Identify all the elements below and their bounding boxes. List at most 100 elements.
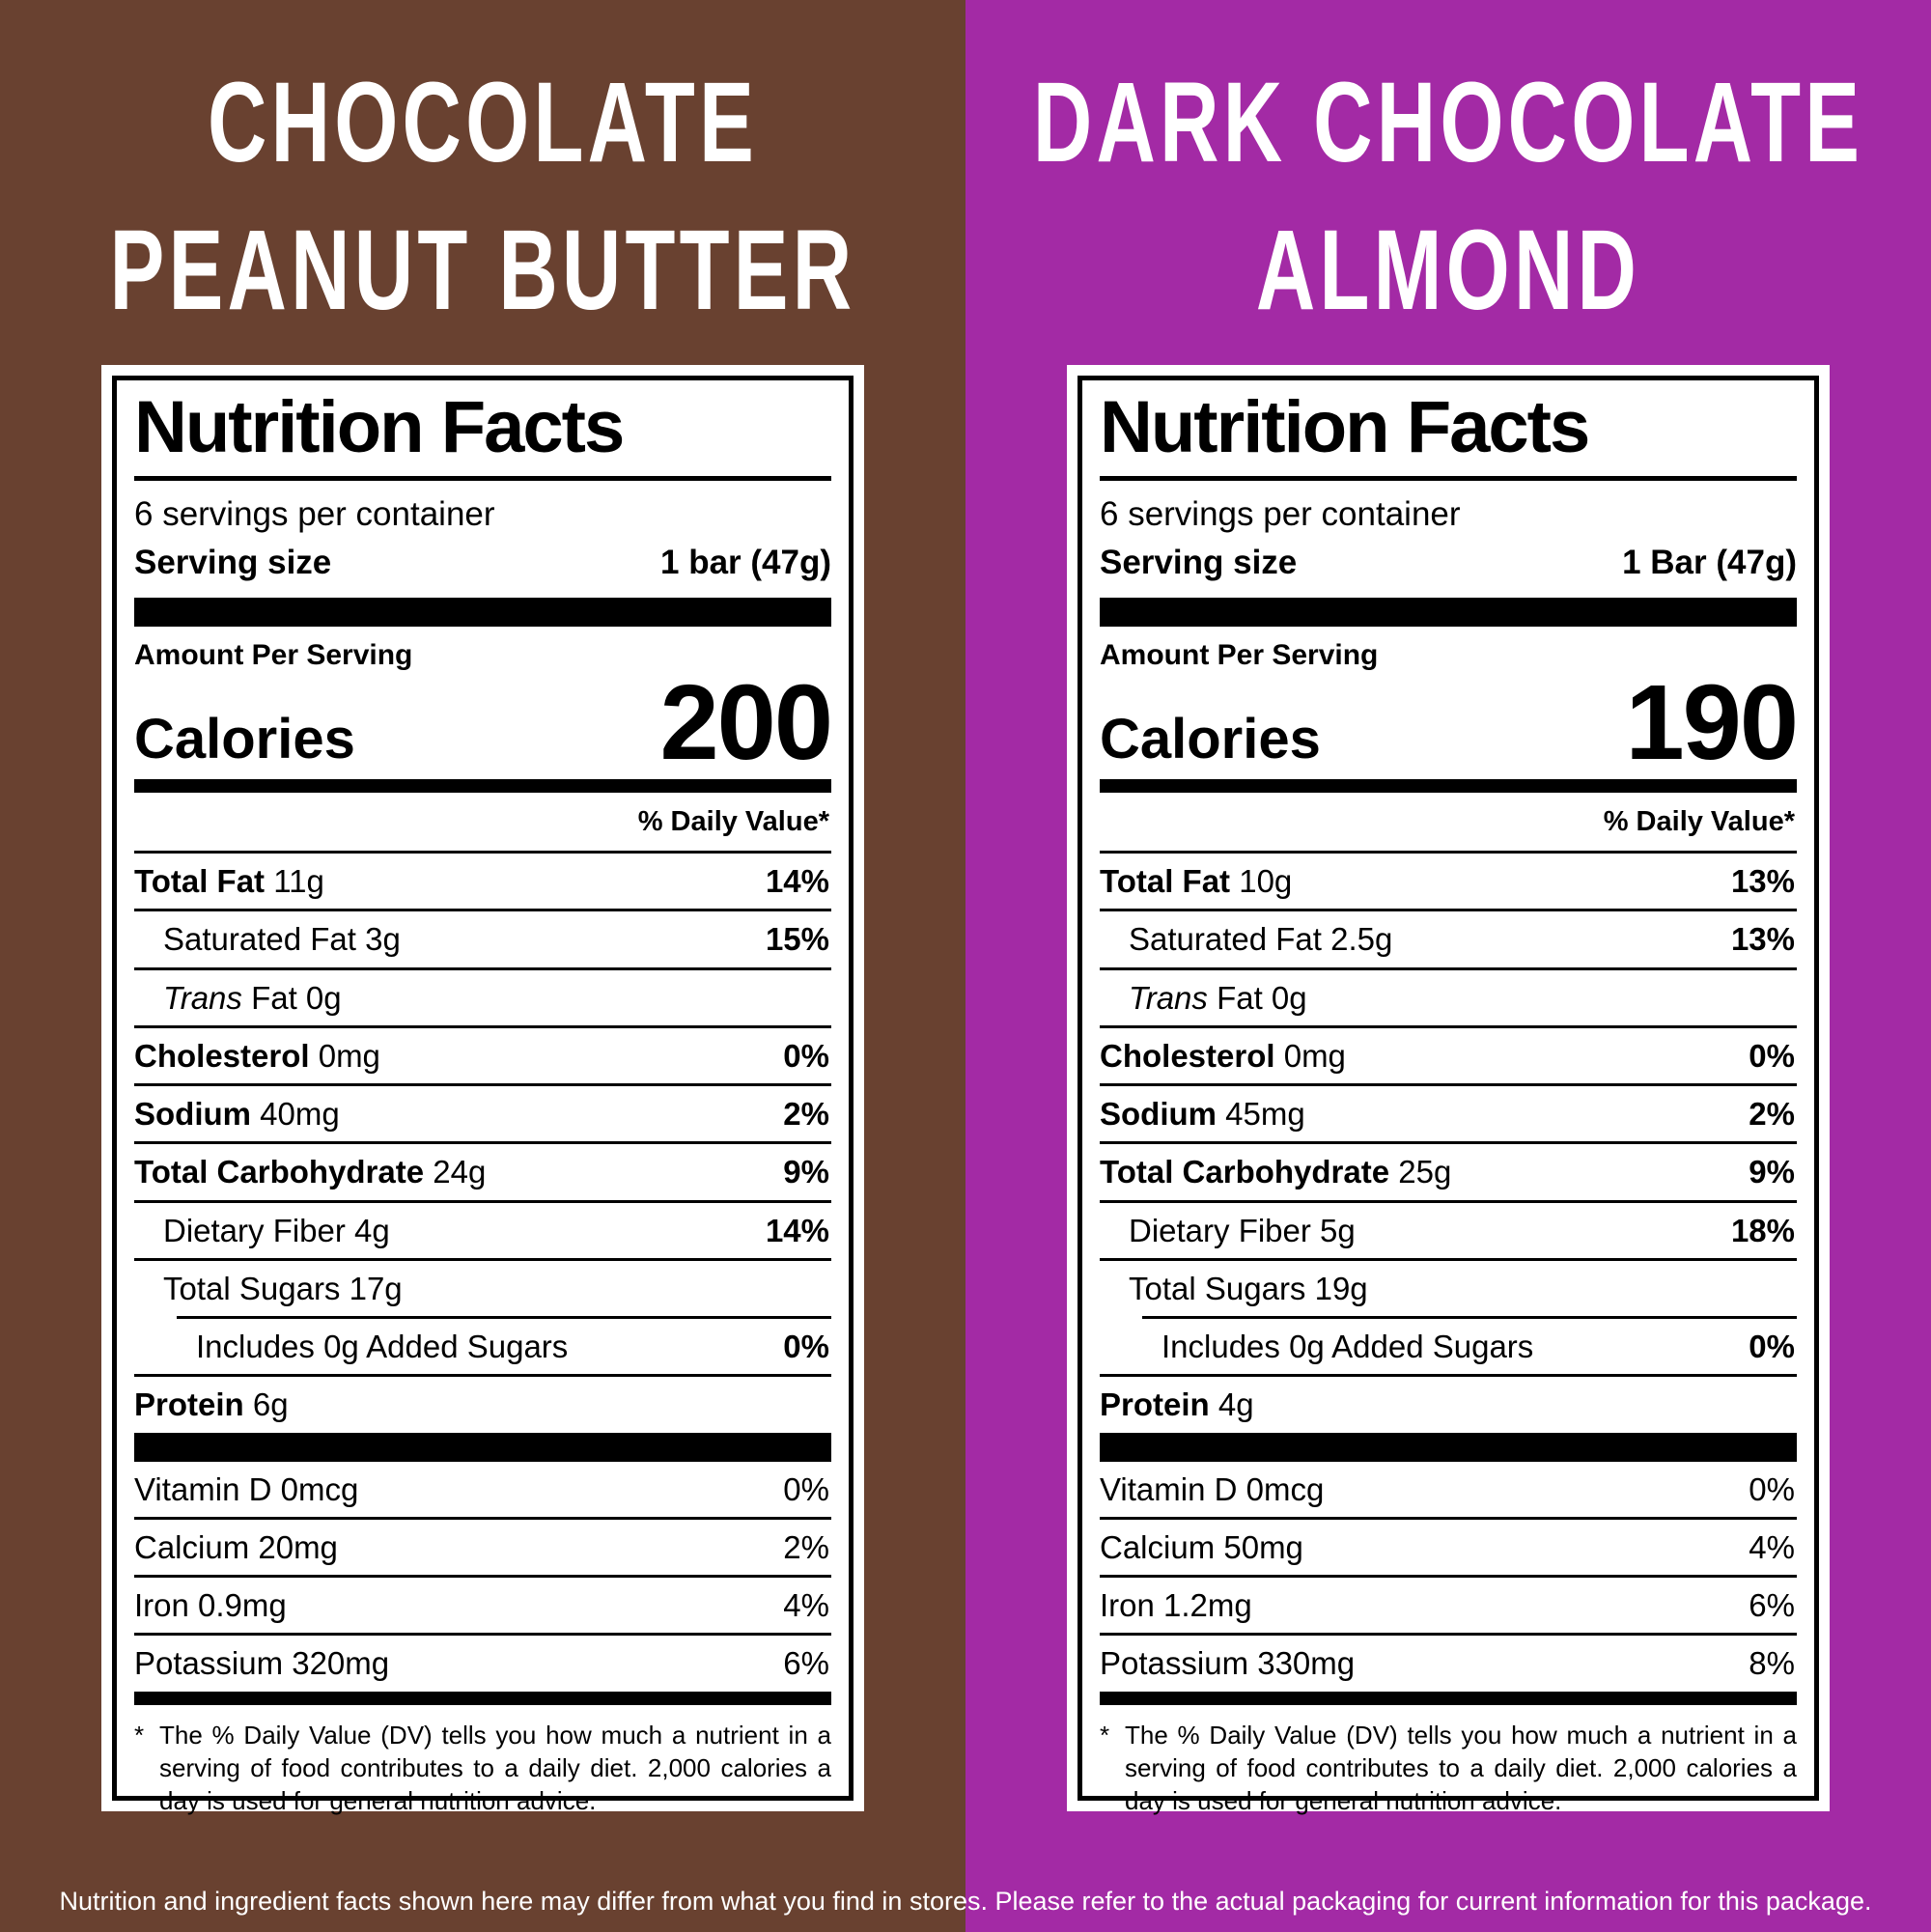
nutrient-name: Vitamin D 0mcg [134,1470,358,1509]
nutrient-amount: Total Sugars 19g [1129,1270,1368,1306]
nutrient-name: Sodium 45mg [1100,1094,1305,1134]
nutrient-row: Trans Fat 0g [1100,966,1797,1025]
flavor-title-right: DARK CHOCOLATE ALMOND [1033,0,1860,365]
daily-value-percent: 6% [1749,1587,1795,1624]
nutrition-label-frame: Nutrition Facts 6 servings per container… [112,376,854,1815]
nutrient-name: Protein 4g [1100,1385,1254,1424]
daily-value-percent: 8% [1749,1645,1795,1682]
calories-label: Calories [1100,707,1321,770]
footnote: * The % Daily Value (DV) tells you how m… [1100,1719,1797,1818]
daily-value-percent: 15% [765,921,829,958]
nutrient-name: Trans Fat 0g [1129,978,1307,1018]
nutrient-name-bold: Total Fat [1100,863,1231,900]
flavor-title-line: CHOCOLATE [208,58,758,186]
nutrient-row: Includes 0g Added Sugars 0% [134,1319,831,1374]
nutrient-amount: 45mg [1217,1096,1305,1133]
footnote-text: The % Daily Value (DV) tells you how muc… [159,1720,831,1816]
nutrient-name: Vitamin D 0mcg [1100,1470,1324,1509]
serving-size-row: Serving size 1 Bar (47g) [1100,541,1797,585]
daily-value-percent: 0% [1749,1037,1795,1074]
nutrient-name: Total Fat 10g [1100,861,1292,901]
medium-bar [134,779,831,794]
nutrient-row: Cholesterol 0mg 0% [134,1024,831,1083]
nutrient-name: Dietary Fiber 5g [1129,1211,1356,1250]
medium-bar [134,1691,831,1705]
daily-value-percent: 14% [765,863,829,900]
nutrient-name: Total Carbohydrate 25g [1100,1152,1451,1191]
nutrient-row: Protein 6g [134,1374,831,1432]
serving-size-value: 1 Bar (47g) [1622,543,1797,581]
calories-value: 190 [1625,663,1799,783]
thick-bar [1100,598,1797,628]
nutrient-name: Includes 0g Added Sugars [1161,1327,1533,1366]
nutrient-amount: Includes 0g Added Sugars [1161,1329,1534,1365]
daily-value-percent: 13% [1730,863,1795,900]
nutrient-amount: 24g [424,1154,487,1190]
daily-value-percent: 6% [783,1645,829,1682]
footnote: * The % Daily Value (DV) tells you how m… [134,1719,831,1818]
thick-bar [1100,1432,1797,1462]
bottom-disclaimer: Nutrition and ingredient facts shown her… [59,1886,1872,1916]
daily-value-header: % Daily Value* [637,806,829,838]
calories-row: Calories 190 [1100,663,1799,783]
nutrient-name: Total Sugars 17g [163,1269,403,1308]
nutrient-amount: Fat 0g [1207,979,1307,1016]
medium-bar [1100,779,1797,794]
nutrient-amount: Calcium 50mg [1100,1528,1303,1565]
nutrient-name: Total Carbohydrate 24g [134,1152,486,1191]
daily-value-percent: 9% [783,1154,829,1190]
nutrient-amount: Iron 0.9mg [134,1587,287,1624]
nutrient-row: Total Carbohydrate 25g 9% [1100,1141,1797,1199]
serving-size-label: Serving size [1100,543,1298,581]
flavor-title-line: PEANUT BUTTER [109,207,856,334]
daily-value-percent: 0% [1749,1470,1795,1507]
flavor-title-line: ALMOND [1255,207,1641,334]
nutrient-row: Sodium 45mg 2% [1100,1083,1797,1141]
nutrient-name: Saturated Fat 3g [163,919,401,959]
daily-value-percent: 14% [765,1212,829,1248]
thick-bar [134,1432,831,1462]
nutrient-row: Iron 1.2mg 6% [1100,1575,1797,1633]
nutrient-name: Includes 0g Added Sugars [196,1327,568,1366]
calories-row: Calories 200 [134,663,833,783]
nutrition-label-frame: Nutrition Facts 6 servings per container… [1077,376,1819,1815]
nutrient-row: Total Fat 10g 13% [1100,851,1797,909]
nutrient-row: Calcium 50mg 4% [1100,1516,1797,1575]
nutrient-name-bold: Total Fat [134,863,266,900]
amount-per-serving: Amount Per Serving [134,639,413,672]
nutrient-amount: 0mg [309,1037,380,1074]
nutrient-name: Protein 6g [134,1385,289,1424]
label-title: Nutrition Facts [1100,386,1590,468]
serving-size-label: Serving size [134,543,332,581]
footnote-asterisk: * [1100,1720,1110,1750]
footnote-asterisk: * [134,1720,145,1750]
indented-divider [177,1316,831,1320]
nutrient-row: Iron 0.9mg 4% [134,1575,831,1633]
daily-value-percent: 2% [783,1528,829,1565]
nutrient-row: Includes 0g Added Sugars 0% [1100,1319,1797,1374]
medium-bar [1100,1691,1797,1705]
nutrient-name: Total Sugars 19g [1129,1269,1368,1308]
nutrient-name-bold: Cholesterol [134,1037,310,1074]
daily-value-percent: 0% [783,1037,829,1074]
nutrient-row: Calcium 20mg 2% [134,1516,831,1575]
calories-value: 200 [659,663,833,783]
nutrient-row: Sodium 40mg 2% [134,1083,831,1141]
nutrient-row: Saturated Fat 2.5g 13% [1100,909,1797,966]
nutrient-amount: 11g [265,863,324,900]
nutrient-rows: Total Fat 10g 13% Saturated Fat 2.5g 13% Tra… [1100,851,1797,1433]
nutrient-amount: 10g [1230,863,1293,900]
nutrient-amount: 6g [243,1386,289,1423]
panel-chocolate-peanut-butter: CHOCOLATE PEANUT BUTTER Nutrition Facts … [0,0,966,1932]
nutrient-amount: Fat 0g [241,979,342,1016]
nutrient-amount: Saturated Fat 2.5g [1129,921,1393,958]
servings-per-container: 6 servings per container [1100,495,1461,534]
nutrient-amount: 40mg [251,1096,340,1133]
nutrient-rows: Total Fat 11g 14% Saturated Fat 3g 15% Trans… [134,851,831,1433]
daily-value-percent: 2% [1749,1096,1795,1133]
nutrient-amount: 25g [1389,1154,1452,1190]
nutrient-name-bold: Protein [134,1386,244,1423]
nutrient-name-bold: Total Carbohydrate [134,1154,425,1190]
daily-value-percent: 0% [1749,1329,1795,1365]
